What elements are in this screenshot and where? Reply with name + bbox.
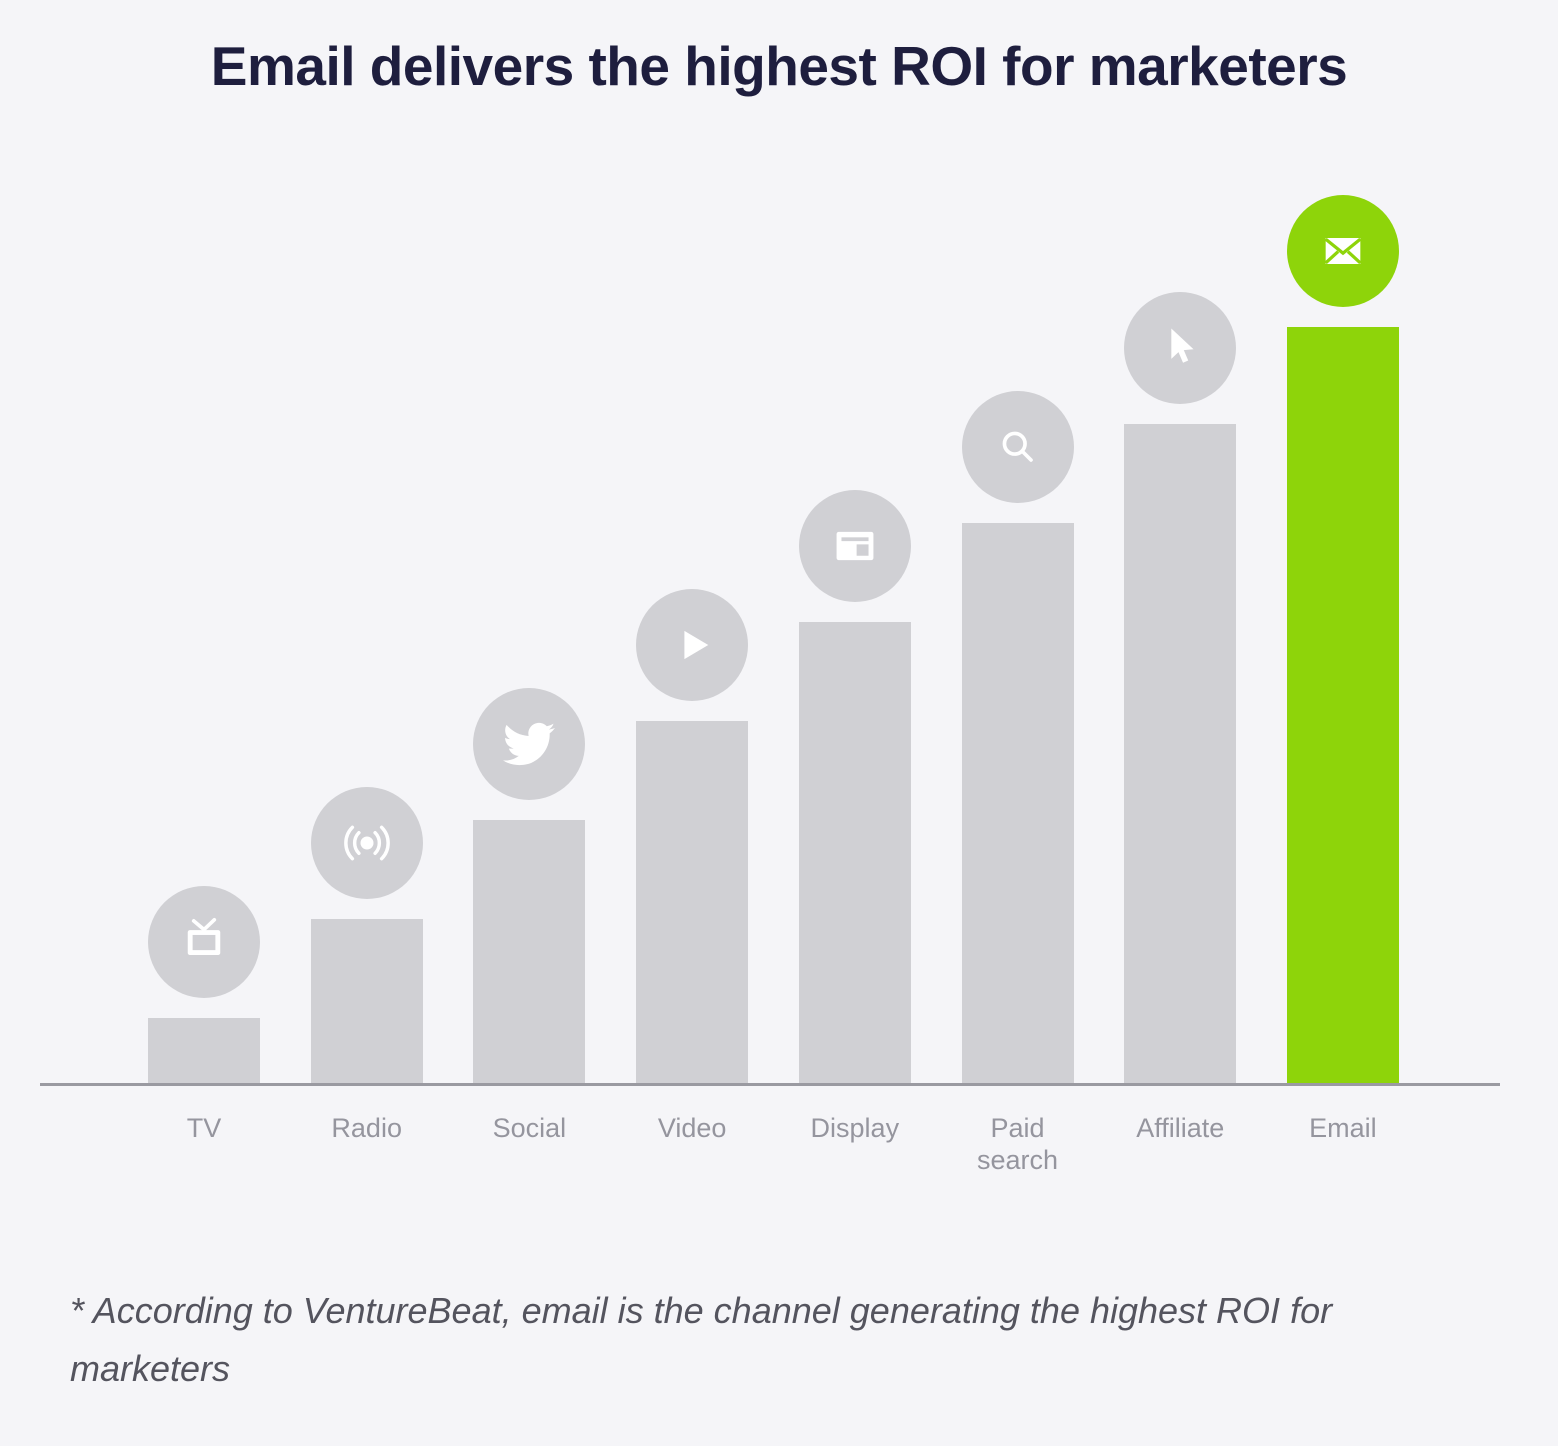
footnote: * According to VentureBeat, email is the… [70, 1290, 1333, 1390]
axis-label-video: Video [657, 1113, 727, 1143]
play-icon [666, 619, 718, 671]
axis-label-social: Social [492, 1113, 567, 1143]
bar-paid-search [961, 523, 1074, 1083]
chart-column-display [798, 490, 911, 1083]
chart-title: Email delivers the highest ROI for marke… [210, 35, 1348, 97]
twitter-bird-icon [503, 718, 556, 770]
chart-column-paid-search [961, 391, 1074, 1083]
bar-video [636, 721, 749, 1083]
tv-icon [178, 916, 230, 968]
bar-social [473, 820, 586, 1083]
axis-label-affiliate: Affiliate [1136, 1113, 1225, 1143]
icon-circle-radio [310, 787, 423, 899]
chart-column-radio [310, 787, 423, 1083]
chart-column-social [473, 688, 586, 1083]
bar-affiliate [1124, 424, 1237, 1083]
axis-label-email: Email [1309, 1113, 1377, 1143]
bar-display [798, 622, 911, 1083]
bar-chart [148, 0, 1399, 1083]
icon-circle-video [636, 589, 749, 701]
chart-column-email [1286, 195, 1399, 1083]
icon-circle-affiliate [1124, 292, 1237, 404]
icon-circle-email [1286, 195, 1399, 307]
search-icon [992, 421, 1044, 473]
icon-circle-paid-search [961, 391, 1074, 503]
display-ad-icon [829, 520, 881, 572]
chart-column-tv [148, 886, 260, 1083]
axis-label-radio: Radio [331, 1113, 402, 1143]
x-axis-line [40, 1083, 1500, 1086]
bar-tv [148, 1018, 260, 1083]
x-axis-labels: TV Radio Social Video Display Paid search Affi… [148, 1112, 1399, 1177]
icon-circle-social [473, 688, 586, 800]
chart-column-affiliate [1124, 292, 1237, 1083]
icon-circle-tv [148, 886, 260, 998]
axis-label-tv: TV [186, 1113, 222, 1143]
chart-column-video [636, 589, 749, 1083]
axis-label-paid-search: Paid search [976, 1113, 1059, 1176]
radio-broadcast-icon [341, 817, 393, 869]
icon-circle-display [798, 490, 911, 602]
axis-label-display: Display [810, 1113, 900, 1143]
envelope-icon [1317, 225, 1369, 277]
bar-radio [310, 919, 423, 1083]
cursor-arrow-icon [1154, 322, 1206, 374]
bar-email [1286, 327, 1399, 1083]
